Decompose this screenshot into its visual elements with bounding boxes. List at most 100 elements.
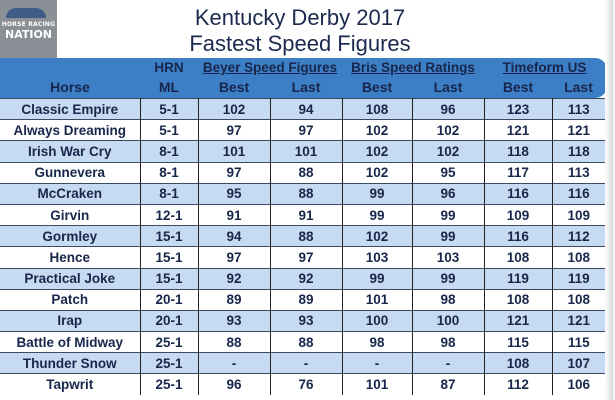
bris-last: 99	[412, 203, 485, 226]
bris-best: 101	[342, 373, 413, 395]
morning-line: 15-1	[140, 225, 199, 247]
bris-best: -	[342, 352, 413, 374]
header-timeform-last: Last	[564, 79, 593, 95]
bris-best: 102	[342, 140, 413, 163]
header-hrn: HRN	[154, 60, 184, 75]
timeform-last: 109	[552, 203, 605, 226]
bris-last: 99	[412, 267, 485, 290]
bris-last: 96	[412, 182, 485, 205]
bris-best: 102	[342, 119, 413, 141]
morning-line: 8-1	[140, 161, 199, 184]
bris-last: 102	[412, 119, 485, 141]
bris-last: 98	[412, 288, 485, 311]
timeform-last: 113	[552, 97, 605, 120]
beyer-last: 88	[270, 161, 343, 184]
table-row: Irish War Cry 8-1 101 101 102 102 118 118	[0, 140, 605, 163]
timeform-best: 112	[484, 373, 553, 395]
timeform-best: 108	[484, 352, 553, 374]
torn-edge	[605, 0, 615, 400]
horse-name: Always Dreaming	[0, 119, 141, 141]
morning-line: 8-1	[140, 140, 199, 163]
header-bris-last: Last	[433, 79, 463, 95]
beyer-last: -	[270, 352, 343, 374]
timeform-best: 121	[484, 119, 553, 141]
table-row: Always Dreaming 5-1 97 97 102 102 121 121	[0, 119, 605, 141]
timeform-best: 108	[484, 288, 553, 311]
bris-last: 95	[412, 161, 485, 184]
header-bris-best: Best	[361, 79, 393, 95]
horse-name: Battle of Midway	[0, 331, 141, 353]
morning-line: 5-1	[140, 97, 199, 120]
bris-best: 99	[342, 267, 413, 290]
bris-last: 102	[412, 140, 485, 163]
header-beyer-last: Last	[291, 79, 321, 95]
morning-line: 25-1	[140, 352, 199, 374]
morning-line: 8-1	[140, 182, 199, 205]
beyer-last: 76	[270, 373, 343, 395]
timeform-last: 119	[552, 267, 605, 290]
timeform-last: 108	[552, 246, 605, 268]
morning-line: 25-1	[140, 373, 199, 395]
timeform-last: 112	[552, 225, 605, 247]
beyer-best: 95	[198, 182, 271, 205]
beyer-best: 92	[198, 267, 271, 290]
table-row: Hence 15-1 97 97 103 103 108 108	[0, 246, 605, 268]
horse-name: Girvin	[0, 203, 141, 226]
table-row: Tapwrit 25-1 96 76 101 87 112 106	[0, 373, 605, 395]
bris-best: 99	[342, 203, 413, 226]
horse-name: Gunnevera	[0, 161, 141, 184]
header-group-beyer: Beyer Speed Figures	[202, 60, 338, 75]
table-row: Battle of Midway 25-1 88 88 98 98 115 115	[0, 331, 605, 353]
timeform-last: 121	[552, 309, 605, 332]
timeform-best: 109	[484, 203, 553, 226]
horse-name: Irish War Cry	[0, 140, 141, 163]
bris-last: 87	[412, 373, 485, 395]
header-ml: ML	[158, 79, 180, 95]
bris-best: 101	[342, 288, 413, 311]
timeform-last: 107	[552, 352, 605, 374]
table-row: Gormley 15-1 94 88 102 99 116 112	[0, 225, 605, 247]
bris-best: 108	[342, 97, 413, 120]
beyer-best: 93	[198, 309, 271, 332]
bris-best: 98	[342, 331, 413, 353]
beyer-best: 89	[198, 288, 271, 311]
timeform-best: 108	[484, 246, 553, 268]
timeform-last: 113	[552, 161, 605, 184]
beyer-last: 97	[270, 246, 343, 268]
beyer-last: 88	[270, 182, 343, 205]
horse-name: Gormley	[0, 225, 141, 247]
bris-best: 103	[342, 246, 413, 268]
bris-last: -	[412, 352, 485, 374]
horse-name: Tapwrit	[0, 373, 141, 395]
beyer-best: 97	[198, 119, 271, 141]
table-header: HRN Beyer Speed Figures Bris Speed Ratin…	[0, 58, 607, 98]
beyer-best: -	[198, 352, 271, 374]
beyer-best: 96	[198, 373, 271, 395]
morning-line: 20-1	[140, 309, 199, 332]
bris-last: 96	[412, 97, 485, 120]
timeform-last: 108	[552, 288, 605, 311]
timeform-best: 123	[484, 97, 553, 120]
timeform-best: 118	[484, 140, 553, 163]
horse-name: Practical Joke	[0, 267, 141, 290]
horse-name: Patch	[0, 288, 141, 311]
beyer-last: 92	[270, 267, 343, 290]
timeform-last: 115	[552, 331, 605, 353]
timeform-best: 115	[484, 331, 553, 353]
beyer-last: 89	[270, 288, 343, 311]
bris-last: 99	[412, 225, 485, 247]
bris-best: 100	[342, 309, 413, 332]
beyer-last: 91	[270, 203, 343, 226]
bris-last: 100	[412, 309, 485, 332]
beyer-last: 101	[270, 140, 343, 163]
horse-name: Classic Empire	[0, 97, 141, 120]
morning-line: 15-1	[140, 246, 199, 268]
beyer-best: 97	[198, 161, 271, 184]
beyer-best: 102	[198, 97, 271, 120]
bris-last: 98	[412, 331, 485, 353]
timeform-best: 117	[484, 161, 553, 184]
bris-best: 102	[342, 225, 413, 247]
logo-line2: NATION	[4, 28, 53, 41]
table-row: Girvin 12-1 91 91 99 99 109 109	[0, 203, 605, 226]
timeform-last: 118	[552, 140, 605, 163]
